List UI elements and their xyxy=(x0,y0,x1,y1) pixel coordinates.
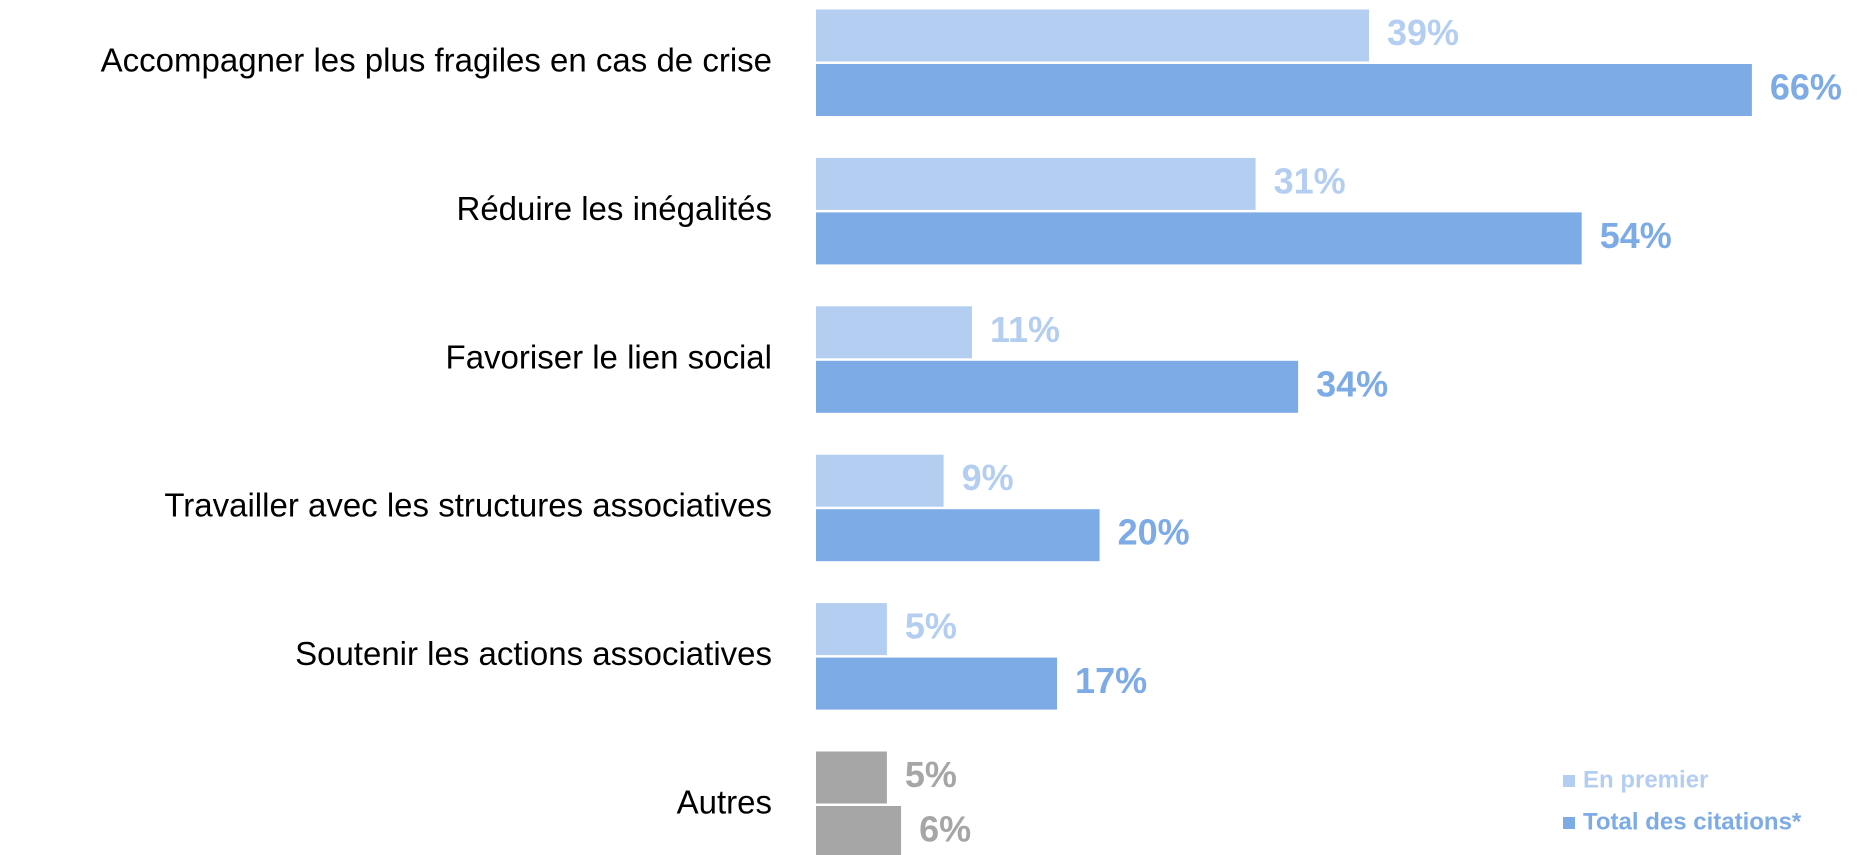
bar xyxy=(816,157,1256,210)
data-label: 9% xyxy=(962,457,1014,498)
category-label: Accompagner les plus fragiles en cas de … xyxy=(101,41,772,78)
category-label: Réduire les inégalités xyxy=(456,190,772,227)
bar xyxy=(816,9,1370,62)
legend-label: En premier xyxy=(1583,766,1708,793)
legend-label: Total des citations* xyxy=(1583,808,1802,835)
bar xyxy=(816,360,1299,413)
bar xyxy=(816,603,887,656)
data-label: 5% xyxy=(905,754,957,795)
bar xyxy=(816,306,972,359)
legend-marker xyxy=(1563,817,1575,829)
category-label: Soutenir les actions associatives xyxy=(295,635,772,672)
data-label: 31% xyxy=(1274,160,1346,201)
data-label: 11% xyxy=(990,309,1060,350)
data-label: 5% xyxy=(905,606,957,647)
data-label: 39% xyxy=(1387,12,1459,53)
data-label: 66% xyxy=(1770,67,1842,108)
data-label: 17% xyxy=(1075,660,1147,701)
bar xyxy=(816,212,1582,265)
data-label: 54% xyxy=(1600,215,1672,256)
category-label: Travailler avec les structures associati… xyxy=(164,487,772,524)
bar xyxy=(816,64,1752,116)
bar xyxy=(816,751,887,804)
bar xyxy=(816,454,944,507)
category-label: Autres xyxy=(677,783,772,820)
bar xyxy=(816,509,1100,562)
category-label: Favoriser le lien social xyxy=(446,338,772,375)
data-label: 20% xyxy=(1118,512,1190,553)
bar xyxy=(816,806,902,855)
data-label: 6% xyxy=(919,809,971,850)
data-label: 34% xyxy=(1316,363,1388,404)
bar xyxy=(816,657,1058,710)
legend-marker xyxy=(1563,775,1575,787)
